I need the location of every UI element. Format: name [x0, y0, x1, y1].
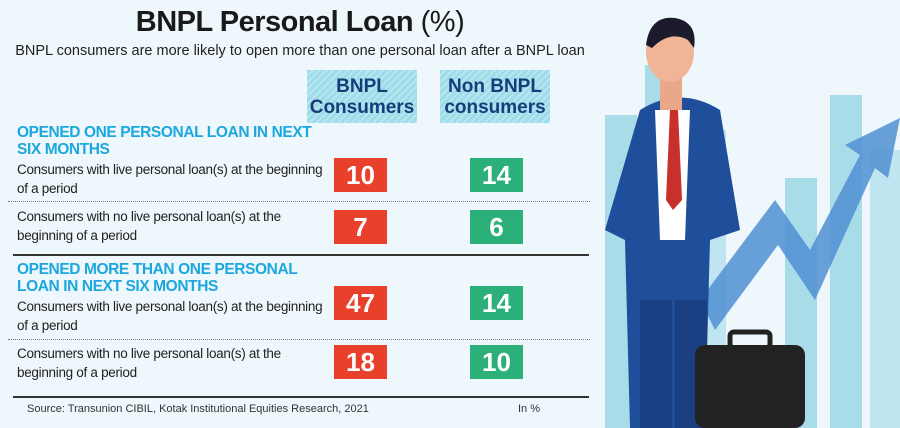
source-note: Source: Transunion CIBIL, Kotak Institut…	[27, 403, 369, 415]
header-line: consumers	[444, 96, 546, 118]
value-bnpl: 47	[334, 286, 387, 320]
value-bnpl: 7	[334, 210, 387, 244]
section-title: OPENED ONE PERSONAL LOAN IN NEXT SIX MON…	[17, 124, 312, 158]
rising-arrow-icon	[700, 118, 900, 330]
businessman-illustration	[605, 17, 900, 428]
row-label: Consumers with live personal loan(s) at …	[17, 299, 323, 333]
unit-note: In %	[518, 403, 541, 415]
column-header-non-bnpl: Non BNPL consumers	[440, 70, 550, 123]
row-label: Consumers with no live personal loan(s) …	[17, 346, 281, 380]
title-unit: (%)	[420, 6, 465, 38]
row-label: Consumers with no live personal loan(s) …	[17, 209, 281, 243]
value-non-bnpl: 14	[470, 158, 523, 192]
subtitle: BNPL consumers are more likely to open m…	[15, 43, 585, 59]
value-non-bnpl: 14	[470, 286, 523, 320]
row-label: Consumers with live personal loan(s) at …	[17, 162, 323, 196]
divider	[13, 254, 589, 256]
section-title: OPENED MORE THAN ONE PERSONAL LOAN IN NE…	[17, 261, 298, 295]
divider	[8, 201, 590, 202]
header-line: Consumers	[309, 96, 415, 118]
value-non-bnpl: 10	[470, 345, 523, 379]
value-bnpl: 18	[334, 345, 387, 379]
page-title: BNPL Personal Loan (%)	[0, 6, 600, 39]
divider	[8, 339, 590, 340]
header-line: BNPL	[336, 75, 388, 97]
title-text: BNPL Personal Loan	[135, 6, 414, 38]
businessman-figure	[605, 17, 740, 428]
divider	[13, 396, 589, 398]
briefcase-icon	[695, 329, 805, 428]
value-bnpl: 10	[334, 158, 387, 192]
column-header-bnpl: BNPL Consumers	[307, 70, 417, 123]
value-non-bnpl: 6	[470, 210, 523, 244]
header-line: Non BNPL	[448, 75, 542, 97]
